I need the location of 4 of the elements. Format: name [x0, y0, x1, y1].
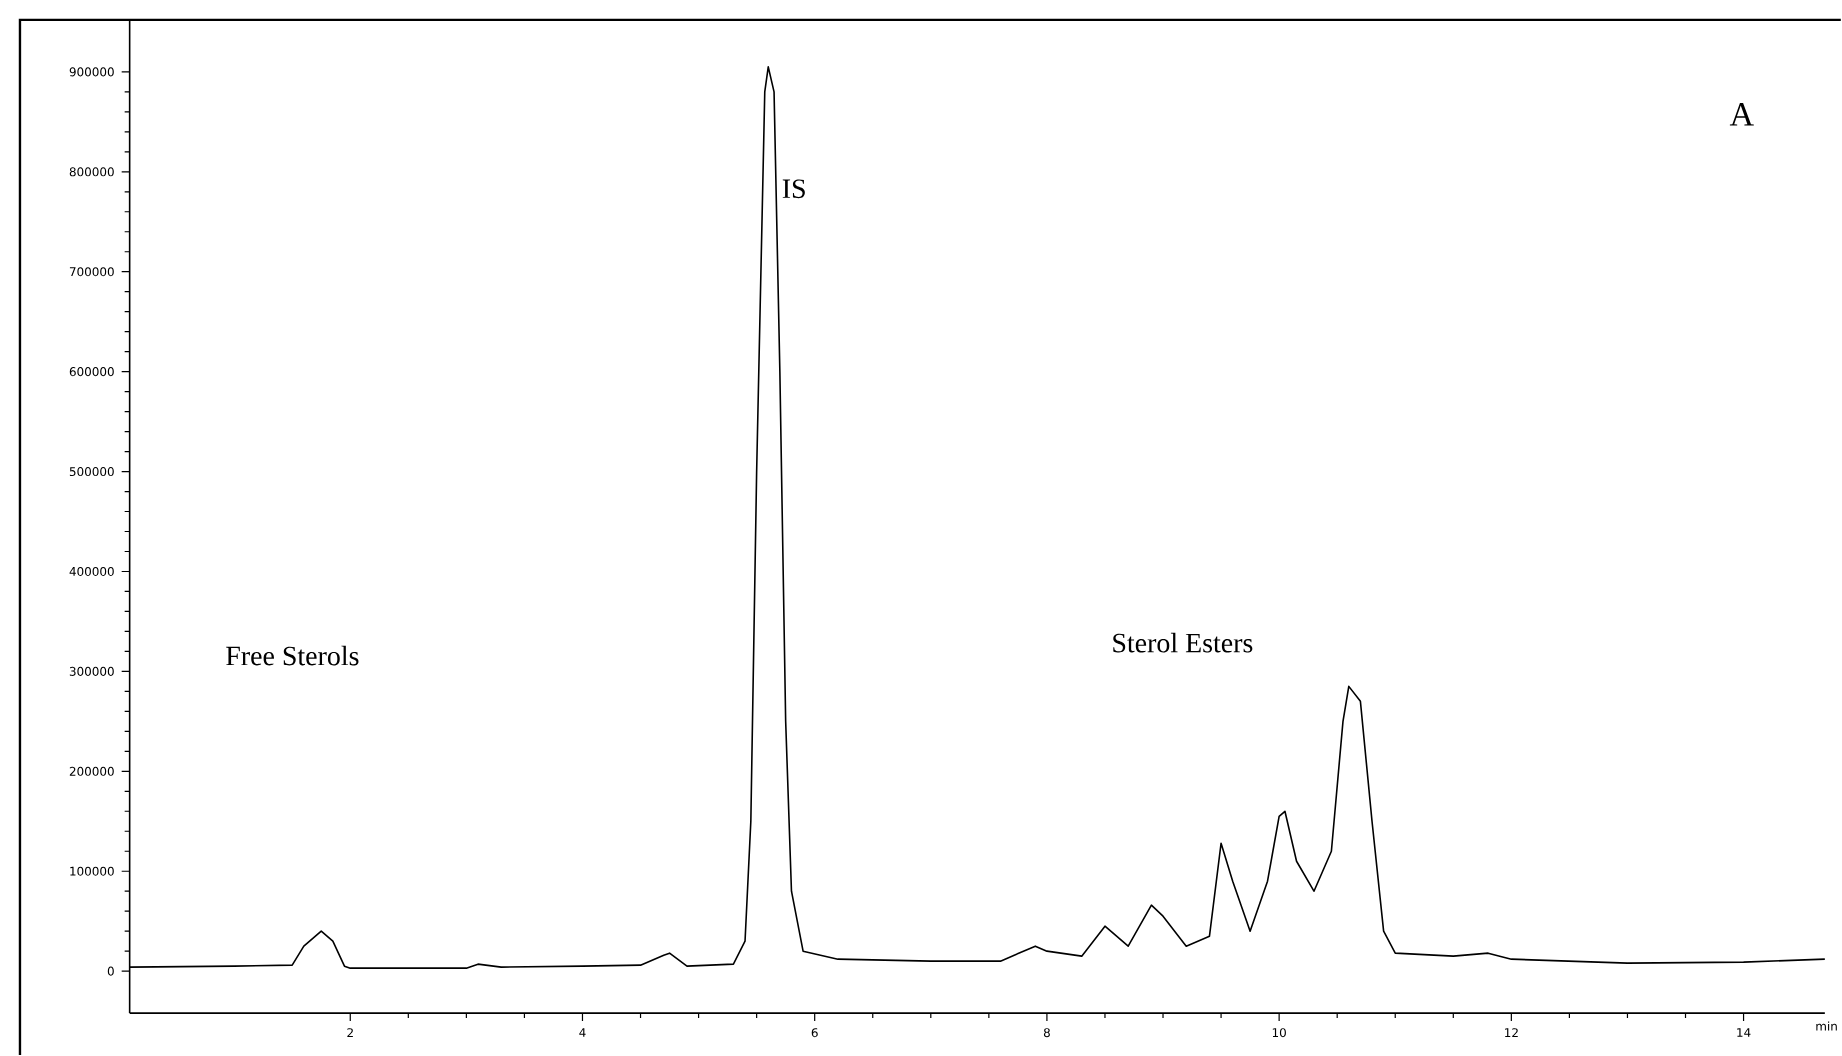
- annotation: A: [1729, 102, 1754, 126]
- annotation: Free Sterols: [226, 645, 359, 666]
- annotation: Sterol Esters: [1113, 632, 1253, 653]
- annotation: IS: [782, 179, 805, 199]
